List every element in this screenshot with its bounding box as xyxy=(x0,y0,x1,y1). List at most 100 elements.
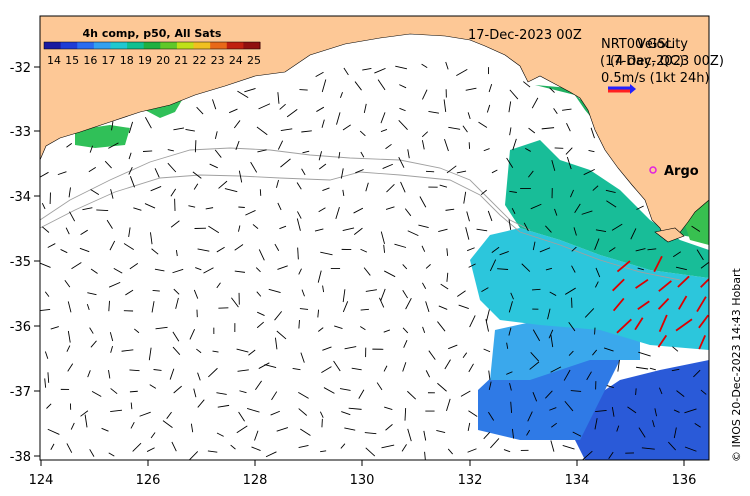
velocity-vector xyxy=(565,147,573,155)
velocity-vector xyxy=(526,429,531,436)
velocity-vector xyxy=(547,308,551,320)
velocity-vector xyxy=(167,149,174,152)
velocity-vector xyxy=(422,89,428,100)
y-tick-label: -35 xyxy=(10,255,31,270)
velocity-vector xyxy=(258,362,270,369)
velocity-vector xyxy=(40,308,51,311)
velocity-vector xyxy=(47,243,56,248)
velocity-vector xyxy=(90,189,100,196)
colorbar-swatch xyxy=(193,42,211,49)
sst-patch-teal xyxy=(505,140,709,278)
velocity-vector xyxy=(594,281,599,288)
velocity-legend: NRT00 GSL Velocity (17-Dec-2023 00Z) (4 … xyxy=(600,37,724,94)
velocity-vector xyxy=(271,391,278,401)
velocity-vector xyxy=(377,79,386,91)
velocity-vector xyxy=(365,447,376,457)
velocity-vector xyxy=(481,287,489,293)
velocity-vector xyxy=(334,325,343,330)
velocity-vector xyxy=(407,149,410,159)
velocity-vector xyxy=(317,309,320,318)
y-tick-label: -36 xyxy=(10,320,31,335)
velocity-vector xyxy=(196,348,202,354)
velocity-vector xyxy=(104,160,112,169)
velocity-vector xyxy=(458,304,469,310)
colorbar-tick-label: 25 xyxy=(247,54,261,67)
velocity-vector xyxy=(446,165,457,174)
velocity-vector xyxy=(71,262,82,270)
velocity-vector xyxy=(173,288,180,295)
velocity-vector xyxy=(322,285,325,293)
velocity-vector xyxy=(110,409,123,413)
velocity-vector xyxy=(468,410,478,417)
velocity-vector xyxy=(407,390,417,400)
velocity-vector xyxy=(694,422,701,428)
velocity-vector xyxy=(407,230,419,237)
velocity-vector xyxy=(401,444,407,452)
velocity-vector xyxy=(523,222,529,232)
velocity-vector xyxy=(566,123,571,132)
velocity-vector xyxy=(483,348,491,353)
velocity-vector xyxy=(402,362,407,372)
velocity-vector xyxy=(129,369,140,372)
velocity-vector xyxy=(528,127,536,134)
velocity-vector xyxy=(90,268,98,274)
velocity-vector xyxy=(446,272,449,282)
velocity-vector xyxy=(571,246,577,252)
velocity-vector xyxy=(292,367,301,371)
velocity-vector xyxy=(216,392,227,395)
velocity-vector xyxy=(106,219,113,229)
velocity-vector xyxy=(422,282,427,289)
velocity-vector xyxy=(314,228,324,232)
velocity-vector xyxy=(581,210,593,215)
velocity-vector xyxy=(564,400,574,412)
velocity-vector xyxy=(562,108,572,111)
velocity-vector xyxy=(606,385,614,388)
velocity-vector xyxy=(510,292,514,300)
velocity-vector xyxy=(342,227,355,231)
velocity-vector xyxy=(437,382,447,392)
velocity-vector xyxy=(252,224,259,229)
velocity-vector xyxy=(154,168,160,178)
velocity-vector xyxy=(320,251,333,256)
velocity-vector xyxy=(603,347,614,352)
velocity-vector xyxy=(584,308,595,318)
velocity-vector xyxy=(340,92,343,98)
velocity-vector-red xyxy=(653,255,663,273)
velocity-vector xyxy=(193,289,199,299)
velocity-vector xyxy=(190,423,194,433)
velocity-vector xyxy=(108,281,121,288)
velocity-vector xyxy=(422,326,426,333)
velocity-vector xyxy=(381,444,395,449)
velocity-vector xyxy=(154,268,165,272)
velocity-vector xyxy=(595,229,607,232)
velocity-vector xyxy=(594,238,600,250)
velocity-vector xyxy=(344,427,356,431)
velocity-vector xyxy=(491,169,498,174)
velocity-vector xyxy=(162,420,173,429)
velocity-vector xyxy=(300,428,311,436)
velocity-vector xyxy=(40,171,49,178)
velocity-vector xyxy=(96,209,109,211)
velocity-vector xyxy=(274,337,278,350)
velocity-vector xyxy=(693,369,701,378)
velocity-vector xyxy=(80,229,88,235)
velocity-vector xyxy=(594,418,598,430)
velocity-vector xyxy=(539,247,551,253)
legend-arrow-head xyxy=(630,84,636,94)
velocity-vector xyxy=(506,157,514,168)
velocity-vector xyxy=(279,225,287,230)
colorbar-tick-label: 20 xyxy=(156,54,170,67)
velocity-vector xyxy=(551,422,558,428)
velocity-vector xyxy=(319,411,324,418)
velocity-vector xyxy=(315,71,324,77)
velocity-vector xyxy=(402,327,409,334)
velocity-vector xyxy=(218,180,228,189)
velocity-vector xyxy=(506,371,513,375)
velocity-vector xyxy=(234,270,246,273)
sst-layer xyxy=(75,82,709,460)
velocity-vector xyxy=(562,444,575,450)
velocity-vector xyxy=(672,346,679,352)
velocity-vector xyxy=(301,289,305,297)
velocity-vector xyxy=(317,270,322,283)
